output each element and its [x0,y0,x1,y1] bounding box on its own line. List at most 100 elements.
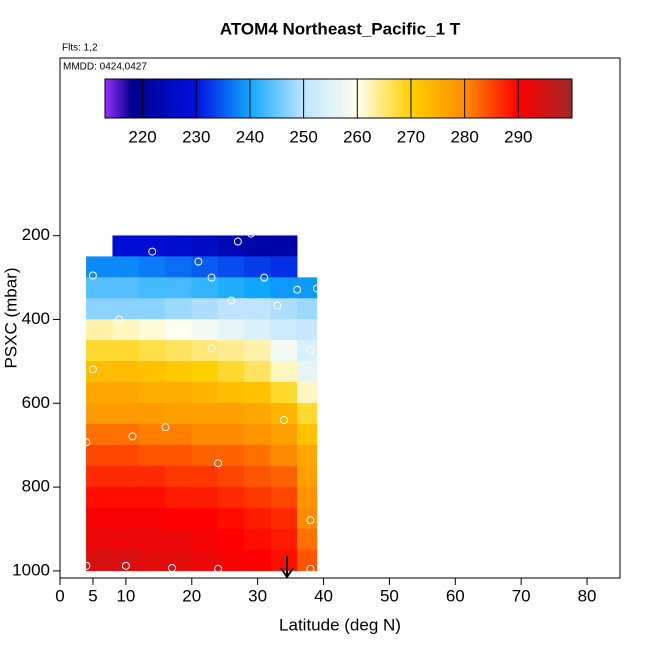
heat-cell [165,361,193,383]
heat-cell [244,361,272,383]
heat-cell [296,298,318,320]
heat-cell [270,382,298,404]
heat-cell [165,277,193,299]
obs-point [214,564,223,573]
heat-cell [138,277,166,299]
chart-title: ATOM4 Northeast_Pacific_1 T [220,19,461,38]
obs-point [247,229,256,238]
heat-cell [112,340,140,362]
obs-point [88,365,97,374]
heat-cell [138,235,166,257]
heat-cell [112,486,140,509]
heat-cell [296,382,318,404]
heat-cell [86,549,113,572]
heat-cell [138,340,166,362]
heat-cell [138,361,166,383]
obs-point [161,423,170,432]
heat-cell [217,277,245,299]
obs-point [312,284,321,293]
heat-cell [217,465,245,488]
heat-cell [244,319,272,341]
heat-cell [270,549,298,572]
obs-point [233,237,242,246]
plot-frame [59,57,621,579]
heat-cell [191,382,219,404]
heat-cell [191,277,219,299]
heat-cell [296,361,318,383]
heat-cell [112,319,140,341]
obs-point [306,346,315,355]
y-tick-label: 600 [22,393,50,412]
heat-cell [112,361,140,383]
heat-cell [165,486,193,509]
heat-cell [165,444,193,467]
annotation: Flts: 1,2 [62,43,98,54]
heat-cell [165,235,193,257]
heat-cell [296,486,318,509]
heat-cell [86,528,113,551]
heat-cell [270,528,298,551]
heat-cell [217,382,245,404]
heat-cell [296,444,318,467]
x-tick-label: 10 [116,586,135,605]
colorbar-tick-label: 260 [343,127,371,146]
heat-cell [138,507,166,530]
heat-cell [86,486,113,509]
heat-cell [244,486,272,509]
colorbar-tick-label: 270 [397,127,425,146]
heat-cell [86,444,113,467]
x-tick-label: 80 [578,586,597,605]
heat-cell [112,277,140,299]
heat-cell [270,507,298,530]
heat-cell [165,319,193,341]
heat-cell [165,403,193,425]
heat-cell [217,256,245,278]
heat-cell [244,528,272,551]
heat-cell [217,340,245,362]
heat-cell [165,528,193,551]
heat-cell [270,235,298,257]
heat-cell [217,403,245,425]
heat-cell [296,528,318,551]
colorbar-tick-label: 230 [182,127,210,146]
heat-cell [270,465,298,488]
heat-cell [112,549,140,572]
obs-point [128,432,137,441]
heat-cell [86,465,113,488]
heat-cell [270,486,298,509]
heat-cell [217,507,245,530]
heat-cell [217,298,245,320]
arrow [280,556,294,579]
heat-cell [112,528,140,551]
heat-cell [296,423,318,446]
heat-cell [112,444,140,467]
colorbar-tick-label: 240 [236,127,264,146]
heat-cell [191,298,219,320]
heat-cell [138,298,166,320]
heat-cell [244,382,272,404]
heat-cell [112,298,140,320]
heat-cell [217,486,245,509]
heat-cell [244,507,272,530]
heat-cell [112,507,140,530]
heat-cell [217,319,245,341]
heat-cell [191,528,219,551]
obs-point [227,296,236,305]
heat-cell [191,423,219,446]
x-tick-label: 70 [512,586,531,605]
heat-cell [165,256,193,278]
obs-point [207,344,216,353]
heat-cell [244,465,272,488]
heat-cell [165,507,193,530]
colorbar-tick-label: 220 [128,127,156,146]
heat-cell [138,465,166,488]
heat-cell [270,298,298,320]
heat-cell [86,340,113,362]
heat-cell [138,549,166,572]
x-tick-label: 50 [380,586,399,605]
annotation: MMDD: 0424,0427 [63,62,147,73]
heat-cell [138,444,166,467]
heat-cell [86,256,113,278]
obs-point [214,459,223,468]
